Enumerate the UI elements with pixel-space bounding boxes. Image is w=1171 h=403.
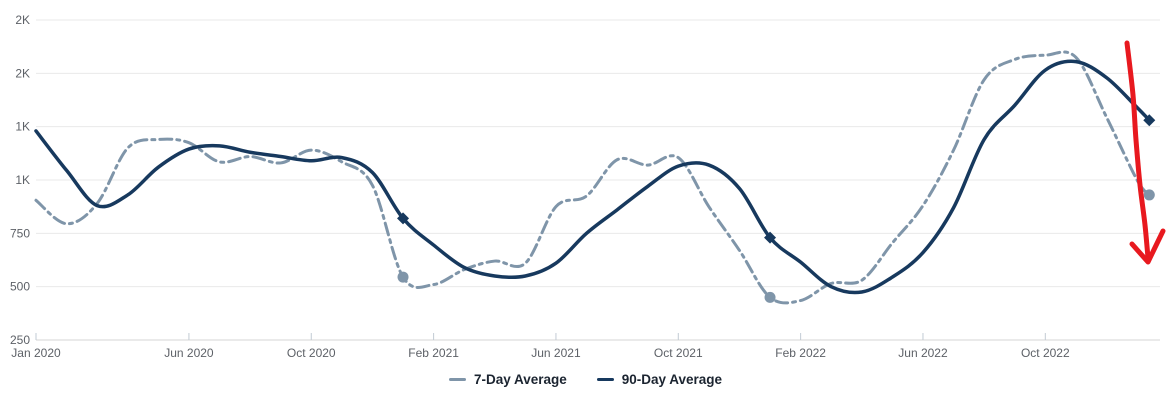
x-axis-tick-label: Oct 2020 [287, 346, 336, 360]
marker-circle-7-day-average [764, 291, 776, 303]
marker-diamond-90-day-average [397, 212, 410, 225]
y-axis-tick-label: 250 [10, 333, 30, 347]
x-axis-tick-label: Jun 2020 [164, 346, 214, 360]
chart-legend: 7-Day Average 90-Day Average [0, 372, 1171, 387]
series-line-7-day-average [34, 50, 1151, 305]
legend-label: 90-Day Average [621, 372, 723, 387]
legend-item-7-day-average[interactable]: 7-Day Average [448, 372, 567, 387]
x-axis-tick-label: Jun 2021 [531, 346, 581, 360]
7-day-average-line-swatch [448, 378, 466, 381]
marker-diamond-90-day-average [764, 231, 777, 244]
x-axis-tick-label: Feb 2021 [408, 346, 459, 360]
y-axis-tick-label: 2K [15, 13, 30, 27]
x-axis-tick-label: Jun 2022 [898, 346, 948, 360]
marker-diamond-90-day-average [1143, 114, 1156, 127]
x-axis-tick-label: Oct 2022 [1021, 346, 1070, 360]
x-axis-tick-label: Jan 2020 [11, 346, 61, 360]
x-axis-tick-label: Feb 2022 [775, 346, 826, 360]
marker-circle-7-day-average [1143, 189, 1155, 201]
90-day-average-line-swatch [596, 378, 614, 381]
y-axis-tick-label: 750 [10, 226, 30, 240]
y-axis-tick-label: 1K [15, 120, 30, 134]
series-line-90-day-average [34, 59, 1152, 295]
y-axis-tick-label: 1K [15, 173, 30, 187]
y-axis-tick-label: 500 [10, 280, 30, 294]
legend-item-90-day-average[interactable]: 90-Day Average [596, 372, 723, 387]
decline-arrow-annotation [1124, 40, 1151, 261]
marker-circle-7-day-average [397, 271, 409, 283]
legend-label: 7-Day Average [473, 372, 567, 387]
x-axis-tick-label: Oct 2021 [654, 346, 703, 360]
decline-arrow-head [1129, 228, 1166, 265]
y-axis-tick-label: 2K [15, 66, 30, 80]
